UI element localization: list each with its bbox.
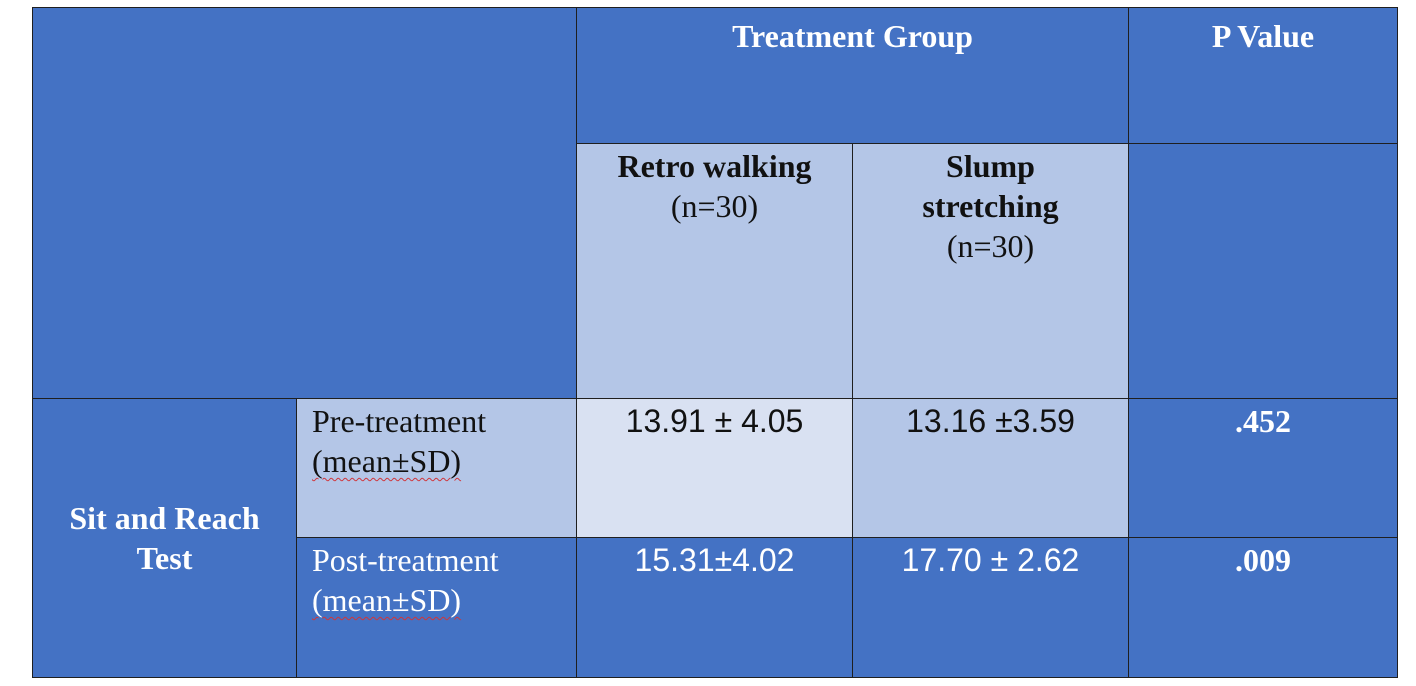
test-name-line2: Test <box>136 540 193 576</box>
row-stat-label-pre: (mean±SD) <box>312 443 462 479</box>
row-label-post: Post-treatment <box>312 542 499 578</box>
post-p-value: .009 <box>1235 542 1291 578</box>
post-p-value-cell: .009 <box>1128 537 1398 678</box>
test-name-cell: Sit and Reach Test <box>32 398 297 678</box>
p-value-header: P Value <box>1128 7 1398 144</box>
post-slump-value-cell: 17.70 ± 2.62 <box>852 537 1129 678</box>
row-stat-label-post: (mean±SD) <box>312 582 462 618</box>
test-name-line1: Sit and Reach <box>69 500 260 536</box>
treatment-group-header-text: Treatment Group <box>732 18 973 54</box>
pre-p-value: .452 <box>1235 403 1291 439</box>
slump-stretching-header: Slump stretching (n=30) <box>852 143 1129 399</box>
retro-walking-label: Retro walking <box>617 148 812 184</box>
p-value-header-text: P Value <box>1211 18 1315 54</box>
retro-walking-n: (n=30) <box>670 188 759 224</box>
post-retro-value: 15.31±4.02 <box>634 542 795 578</box>
row-label-pre: Pre-treatment <box>312 403 487 439</box>
table-row-post-label: Post-treatment (mean±SD) <box>296 537 577 678</box>
p-value-subheader-empty <box>1128 143 1398 399</box>
pre-slump-value-cell: 13.16 ±3.59 <box>852 398 1129 538</box>
pre-retro-value: 13.91 ± 4.05 <box>625 403 804 439</box>
pre-p-value-cell: .452 <box>1128 398 1398 538</box>
pre-retro-value-cell: 13.91 ± 4.05 <box>576 398 853 538</box>
pre-slump-value: 13.16 ±3.59 <box>906 403 1075 439</box>
slump-stretching-label-line1: Slump <box>946 148 1035 184</box>
slump-stretching-label-line2: stretching <box>922 188 1059 224</box>
treatment-group-header: Treatment Group <box>576 7 1129 144</box>
empty-corner-cell <box>32 7 577 399</box>
slump-stretching-n: (n=30) <box>946 228 1035 264</box>
retro-walking-header: Retro walking (n=30) <box>576 143 853 399</box>
post-retro-value-cell: 15.31±4.02 <box>576 537 853 678</box>
table-row-pre-label: Pre-treatment (mean±SD) <box>296 398 577 538</box>
post-slump-value: 17.70 ± 2.62 <box>901 542 1080 578</box>
